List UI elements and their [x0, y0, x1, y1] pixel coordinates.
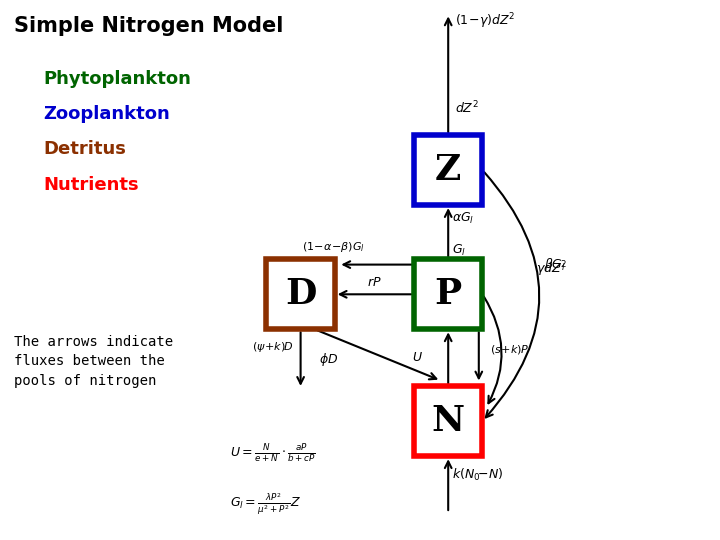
- FancyBboxPatch shape: [414, 259, 482, 329]
- Text: $dZ^2$: $dZ^2$: [455, 99, 480, 116]
- Text: $(1\!-\!\alpha\!-\!\beta)G_l$: $(1\!-\!\alpha\!-\!\beta)G_l$: [302, 240, 366, 254]
- Text: Detritus: Detritus: [43, 140, 126, 158]
- Text: $G_l = \frac{\lambda P^2}{\mu^2 + P^2} Z$: $G_l = \frac{\lambda P^2}{\mu^2 + P^2} Z…: [230, 491, 302, 517]
- Text: The arrows indicate
fluxes between the
pools of nitrogen: The arrows indicate fluxes between the p…: [14, 335, 174, 388]
- Text: Nutrients: Nutrients: [43, 176, 139, 193]
- Text: $(\psi\!+\!k)D$: $(\psi\!+\!k)D$: [252, 340, 294, 354]
- Text: $\gamma dZ^2$: $\gamma dZ^2$: [536, 260, 568, 280]
- FancyArrowPatch shape: [484, 296, 502, 403]
- Text: $\beta G_l$: $\beta G_l$: [544, 256, 566, 273]
- FancyArrowPatch shape: [485, 172, 539, 417]
- Text: $\phi D$: $\phi D$: [319, 351, 338, 368]
- FancyBboxPatch shape: [266, 259, 335, 329]
- Text: $(s\!+\!k)P$: $(s\!+\!k)P$: [490, 343, 529, 356]
- FancyBboxPatch shape: [414, 386, 482, 456]
- Text: $k(N_0\!\!-\!N)$: $k(N_0\!\!-\!N)$: [452, 467, 503, 483]
- Text: $G_l$: $G_l$: [452, 243, 466, 258]
- Text: Simple Nitrogen Model: Simple Nitrogen Model: [14, 16, 284, 36]
- Text: $U = \frac{N}{e+N} \cdot \frac{aP}{b+cP}$: $U = \frac{N}{e+N} \cdot \frac{aP}{b+cP}…: [230, 443, 316, 465]
- Text: Zooplankton: Zooplankton: [43, 105, 170, 123]
- Text: N: N: [431, 404, 465, 438]
- Text: Phytoplankton: Phytoplankton: [43, 70, 191, 88]
- Text: $(1\!-\!\gamma)dZ^2$: $(1\!-\!\gamma)dZ^2$: [455, 12, 516, 31]
- Text: D: D: [285, 278, 316, 311]
- Text: Z: Z: [435, 153, 462, 187]
- Text: $\alpha G_l$: $\alpha G_l$: [452, 211, 474, 226]
- Text: $rP$: $rP$: [367, 276, 382, 289]
- FancyBboxPatch shape: [414, 135, 482, 205]
- Text: $U$: $U$: [412, 351, 423, 364]
- Text: P: P: [435, 278, 462, 311]
